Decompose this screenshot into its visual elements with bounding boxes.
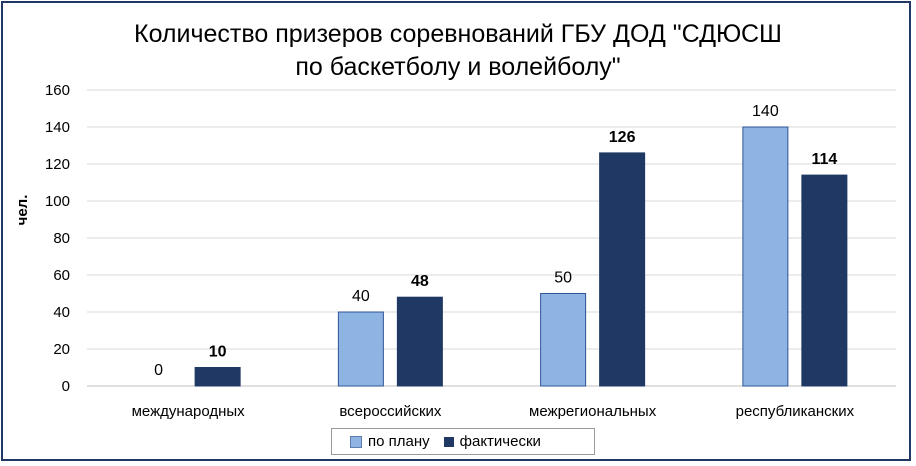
legend: по плану фактически: [331, 428, 595, 455]
y-tick-label: 120: [45, 156, 70, 173]
y-axis-label: чел.: [14, 195, 31, 226]
y-tick-label: 20: [53, 341, 70, 358]
data-label: 140: [752, 103, 779, 120]
bar: [540, 293, 587, 387]
legend-label-actual: фактически: [459, 433, 541, 450]
y-tick-label: 40: [53, 304, 70, 321]
y-tick-label: 160: [45, 82, 70, 99]
x-category-label: всероссийских: [339, 403, 442, 420]
legend-item-plan: по плану: [350, 433, 430, 450]
y-tick-label: 60: [53, 267, 70, 284]
legend-swatch-plan: [350, 435, 362, 448]
y-tick-label: 140: [45, 119, 70, 136]
x-category-label: республиканских: [736, 403, 855, 420]
chart-title-line-2: по баскетболу и волейболу": [295, 53, 621, 81]
y-tick-label: 0: [62, 378, 70, 395]
y-tick-label: 80: [53, 230, 70, 247]
legend-item-actual: фактически: [443, 433, 541, 450]
data-label: 114: [811, 151, 837, 168]
data-label: 48: [411, 273, 429, 290]
x-category-label: межрегиональных: [529, 403, 657, 420]
data-label: 10: [209, 344, 227, 361]
data-label: 126: [609, 129, 636, 146]
bar: [194, 367, 241, 387]
x-category-label: международных: [132, 403, 246, 420]
legend-label-plan: по плану: [368, 433, 430, 450]
chart-title: Количество призеров соревнований ГБУ ДОД…: [0, 18, 916, 84]
bar: [396, 296, 443, 387]
bar: [599, 152, 646, 387]
chart-title-line-1: Количество призеров соревнований ГБУ ДОД…: [134, 20, 782, 48]
bar: [742, 126, 789, 387]
bar: [337, 311, 384, 387]
y-tick-label: 100: [45, 193, 70, 210]
data-label: 40: [352, 288, 370, 305]
data-label: 0: [154, 362, 163, 379]
legend-swatch-actual: [443, 436, 454, 447]
bar: [801, 174, 848, 387]
data-label: 50: [554, 270, 572, 287]
